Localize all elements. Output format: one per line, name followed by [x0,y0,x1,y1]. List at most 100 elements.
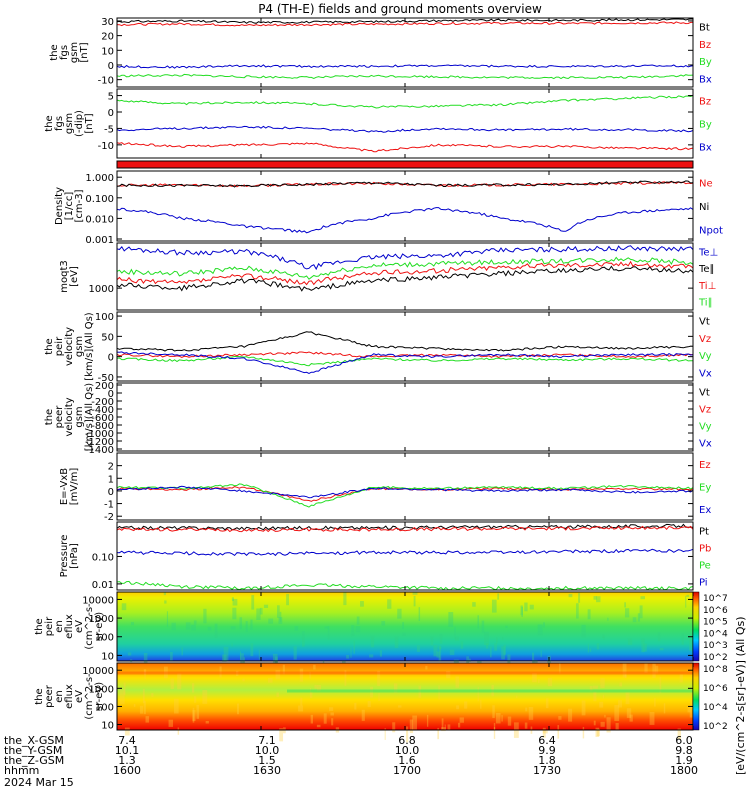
spectrogram-texture [346,655,350,659]
y-axis-label: Pressure [59,535,70,578]
spectrogram-texture [245,621,248,632]
series-line [116,256,694,280]
spectrogram-texture [528,707,534,720]
spectrogram-texture [543,622,546,628]
spectrogram-texture [460,641,464,649]
ephem-label: the_Y-GSM [4,744,62,757]
colorbar-tick-label: 10^2 [703,722,728,732]
spectrogram-texture [242,678,245,682]
series-line [116,125,694,133]
y-axis-label: velocity [64,327,75,366]
panel-frame [116,311,694,382]
spectrogram-texture [685,595,687,608]
y-tick-label: -1 [104,500,114,511]
y-tick-label: -600 [91,413,114,424]
spectrogram [117,663,693,730]
panel-frame [116,382,694,452]
spectrogram-texture [540,650,542,657]
y-tick-label: -1200 [85,437,114,448]
spectrogram-texture [578,592,581,603]
spectrogram-texture [309,688,312,698]
spectrogram-texture [603,694,605,699]
y-axis-label: [km/s](All Qs) [84,312,95,380]
spectrogram-texture [239,617,243,630]
y-axis-label: [cm-3] [74,189,85,222]
spectrogram-texture [192,707,195,723]
y-tick-label: -10 [98,141,114,152]
ephem-value: 6.0 [675,734,693,747]
spectrogram-texture [641,638,645,653]
panel: Vt Vz Vy Vx 100 50 0 -50 the peir velocity gsm [km/s… [44,311,712,384]
spectrogram-texture [587,609,591,620]
spectrogram-texture [360,601,364,607]
spectrogram-texture [614,705,620,722]
spectrogram-texture [659,677,662,694]
spectrogram-texture [446,671,451,679]
y-axis-label: [mV/m] [69,468,80,506]
series-line [116,21,693,27]
y-tick-label: 10 [101,46,114,57]
spectrogram-texture [558,716,562,720]
spectrogram-texture [203,608,207,624]
spectrogram-texture [144,670,146,680]
y-axis-label: gsm [64,113,75,134]
y-tick-label: 10 [101,651,114,662]
y-tick-label: -5 [104,124,114,135]
y-axis-label: gsm [74,336,85,357]
panel: 10000 1000 100 10 the peer en eflux eV (cm^2-s-sr… [34,662,728,743]
ephem-label: the_X-GSM [4,734,64,747]
spectrogram-texture [394,636,399,648]
spectrogram-texture [378,692,380,701]
series-line [116,64,694,69]
series-line [116,356,694,367]
spectrogram-texture [679,674,683,683]
colorbar-title-group: [eV/(cm^2-s[sr]-eV)] (All Qs) [734,616,747,775]
spectrogram-texture [163,592,167,596]
spectrogram-texture [324,626,329,629]
spectrogram-texture [472,602,476,607]
spectrogram-texture [310,714,314,724]
spectrogram-texture [259,607,263,615]
series-line [116,95,694,109]
legend-label: Bx [699,74,712,85]
y-axis-label: sr-eV) [94,682,105,711]
ephem-value: 10.0 [255,744,280,757]
spectrogram-texture [145,716,150,723]
y-axis-label: en [54,620,65,633]
y-tick-label: 0.001 [85,235,114,246]
series-line [116,351,694,374]
spectrogram-texture [639,605,643,619]
y-axis-label: (cm^2-s- [84,673,95,720]
spectrogram-texture [316,684,322,692]
spectrogram [117,592,693,661]
spectrogram-texture [568,708,573,722]
ephem-value: 1.3 [118,754,136,767]
ephem-value: 1700 [393,764,421,777]
y-axis-label: moqt3 [59,260,70,293]
spectrogram-texture [402,622,405,629]
y-tick-label: 0 [108,389,114,400]
spectrogram-texture [398,705,402,708]
spectrogram-texture [649,711,655,725]
spectrogram-texture [545,698,549,709]
date-label: 2024 Mar 15 [4,776,74,789]
y-axis-label: peer [44,684,55,708]
spectrogram-texture [493,722,496,739]
spectrogram-texture [477,686,479,702]
spectrogram-texture [516,695,518,699]
colorbar [692,591,700,662]
spectrogram-texture [619,682,622,687]
panel: Bz By Bx 5 0 -5 -10 the fgs gsm (-dip) [nT] [44,88,712,159]
colorbar-tick-label: 10^6 [703,606,728,616]
legend-label: Vy [699,422,712,433]
ephem-value: 1600 [113,764,141,777]
spectrogram-texture [133,704,136,707]
spectrogram-texture [397,608,402,619]
spectrogram-texture [412,715,417,731]
spectrogram-texture [143,652,148,666]
spectrogram-texture [602,634,605,638]
spectrogram-texture [485,643,489,649]
spectrogram-texture [449,649,455,656]
spectrogram-texture [654,698,656,707]
spectrogram-texture [663,703,666,714]
